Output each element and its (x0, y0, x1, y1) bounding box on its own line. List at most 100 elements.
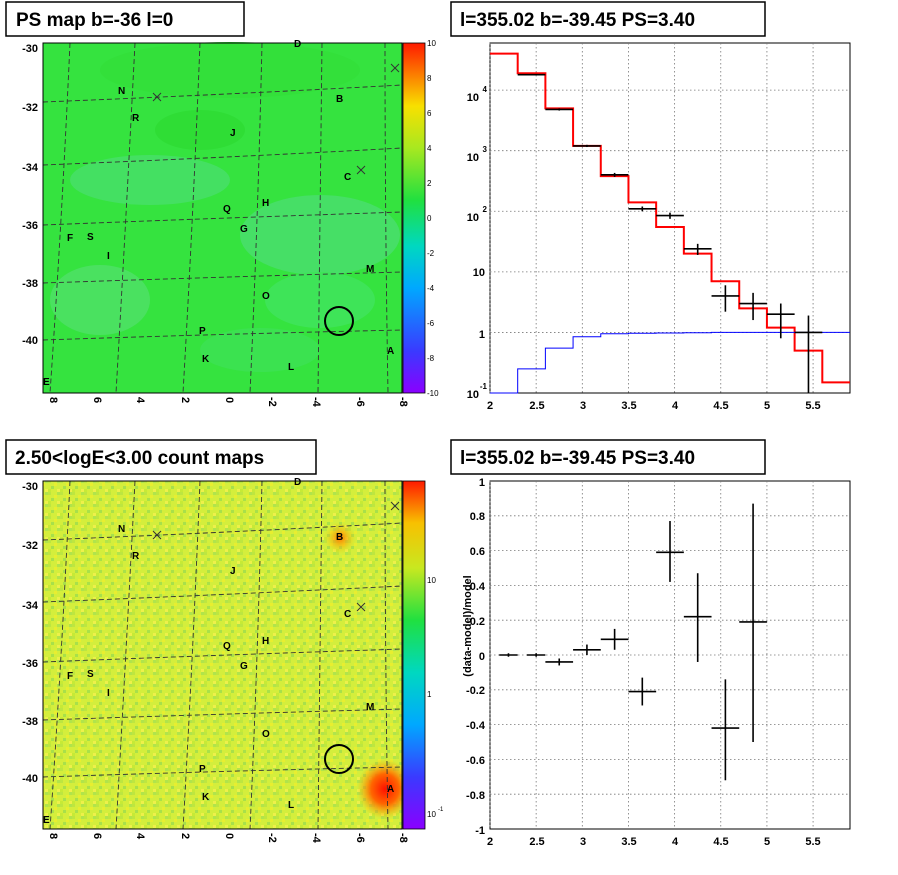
svg-text:0.2: 0.2 (470, 616, 485, 628)
svg-text:6: 6 (427, 109, 432, 118)
ps-map-color-scale (402, 42, 426, 394)
model-total-step (490, 52, 850, 384)
source-label: E (43, 815, 50, 826)
svg-text:8: 8 (47, 397, 59, 403)
source-label: K (202, 354, 210, 365)
source-label: D (294, 39, 301, 50)
data-point (517, 73, 546, 76)
residual-point (600, 628, 629, 650)
svg-text:2: 2 (427, 179, 432, 188)
svg-text:2: 2 (487, 400, 493, 412)
svg-text:10: 10 (467, 92, 479, 104)
ps-map-x-ticks: 8 6 4 2 0 -2 -4 -6 -8 (47, 397, 409, 408)
residual-point (628, 677, 657, 706)
residual-title: l=355.02 b=-39.45 PS=3.40 (460, 448, 695, 469)
svg-text:5: 5 (764, 836, 770, 848)
svg-text:10: 10 (427, 576, 436, 585)
cross-marker (152, 501, 400, 612)
count-map-grid (42, 480, 403, 830)
data-point (739, 292, 767, 321)
svg-text:0: 0 (223, 833, 235, 839)
spectrum-title-box (450, 1, 766, 37)
source-label: I (107, 251, 110, 262)
source-label: Q (223, 204, 231, 215)
source-label: O (262, 291, 270, 302)
source-label: R (132, 113, 140, 124)
count-map-panel: 2.50<logE<3.00 count maps D N B R J C Q (5, 439, 444, 844)
data-point (628, 206, 657, 212)
svg-text:-2: -2 (266, 397, 278, 407)
svg-text:4: 4 (672, 836, 679, 848)
source-label: J (230, 128, 236, 139)
spectrum-title: l=355.02 b=-39.45 PS=3.40 (460, 10, 695, 31)
svg-text:-6: -6 (354, 397, 366, 407)
svg-text:-0.6: -0.6 (466, 755, 485, 767)
svg-text:4.5: 4.5 (713, 400, 728, 412)
svg-text:4: 4 (427, 144, 432, 153)
svg-text:1: 1 (479, 329, 485, 341)
svg-text:6: 6 (91, 833, 103, 839)
svg-text:-4: -4 (310, 833, 322, 844)
ps-map-grid (42, 42, 403, 394)
count-map-color-scale (402, 480, 426, 830)
svg-text:5.5: 5.5 (805, 400, 820, 412)
svg-text:6: 6 (91, 397, 103, 403)
svg-text:10: 10 (467, 212, 479, 224)
svg-text:-34: -34 (22, 162, 39, 174)
svg-text:4.5: 4.5 (713, 836, 728, 848)
svg-text:-6: -6 (427, 319, 435, 328)
svg-text:-8: -8 (397, 397, 409, 407)
spectrum-panel: l=355.02 b=-39.45 PS=3.40 2 2.5 3 3.5 4 … (450, 1, 851, 412)
svg-text:4: 4 (672, 400, 679, 412)
source-label: L (288, 362, 294, 373)
svg-text:2: 2 (179, 397, 191, 403)
svg-text:4: 4 (134, 397, 146, 404)
source-label: S (87, 232, 94, 243)
residual-point (499, 653, 518, 657)
svg-text:0: 0 (427, 214, 432, 223)
cross-marker (152, 63, 400, 175)
ps-map-z-ticks: 10 8 6 4 2 0 -2 -4 -6 -8 -10 (427, 39, 439, 398)
svg-text:0.4: 0.4 (470, 581, 486, 593)
spectrum-x-ticks: 2 2.5 3 3.5 4 4.5 5 5.5 (487, 400, 821, 412)
source-label: M (366, 264, 374, 275)
svg-text:1: 1 (479, 477, 485, 489)
svg-text:4: 4 (483, 85, 488, 94)
svg-text:-1: -1 (480, 382, 488, 391)
svg-text:-36: -36 (22, 658, 38, 670)
residual-title-box (450, 439, 766, 475)
count-map-sources: D N B R J C Q H G F S I M O P K L A E (43, 477, 394, 826)
svg-text:-8: -8 (427, 354, 435, 363)
svg-text:10: 10 (427, 810, 436, 819)
svg-text:0: 0 (223, 397, 235, 403)
svg-text:2: 2 (487, 836, 493, 848)
svg-text:4: 4 (134, 833, 146, 840)
data-point (600, 172, 629, 177)
svg-text:10: 10 (427, 39, 436, 48)
data-point (545, 108, 574, 111)
model-background-step (490, 331, 850, 394)
count-map-hotspot-a (357, 759, 413, 819)
ps-map-texture (50, 42, 400, 372)
data-point (683, 243, 712, 255)
residual-y-ticks: 1 0.8 0.6 0.4 0.2 0 -0.2 -0.4 -0.6 -0.8 … (466, 477, 486, 837)
source-label: R (132, 551, 140, 562)
svg-text:-0.2: -0.2 (466, 685, 485, 697)
svg-text:-1: -1 (475, 825, 485, 837)
spectrum-y-ticks: 10 4 10 3 10 2 10 1 10 -1 (467, 85, 488, 401)
svg-text:-10: -10 (427, 389, 439, 398)
residual-point (526, 653, 546, 657)
svg-text:-38: -38 (22, 278, 38, 290)
svg-text:-4: -4 (310, 397, 322, 408)
svg-text:3.5: 3.5 (621, 400, 636, 412)
source-label: B (336, 94, 343, 105)
source-label: N (118, 524, 125, 535)
source-label: N (118, 86, 125, 97)
svg-text:-38: -38 (22, 716, 38, 728)
source-label: B (336, 532, 343, 543)
source-label: A (387, 784, 394, 795)
residual-point (573, 644, 601, 655)
svg-text:10: 10 (467, 389, 479, 401)
residual-point (545, 658, 574, 666)
source-label: P (199, 764, 206, 775)
